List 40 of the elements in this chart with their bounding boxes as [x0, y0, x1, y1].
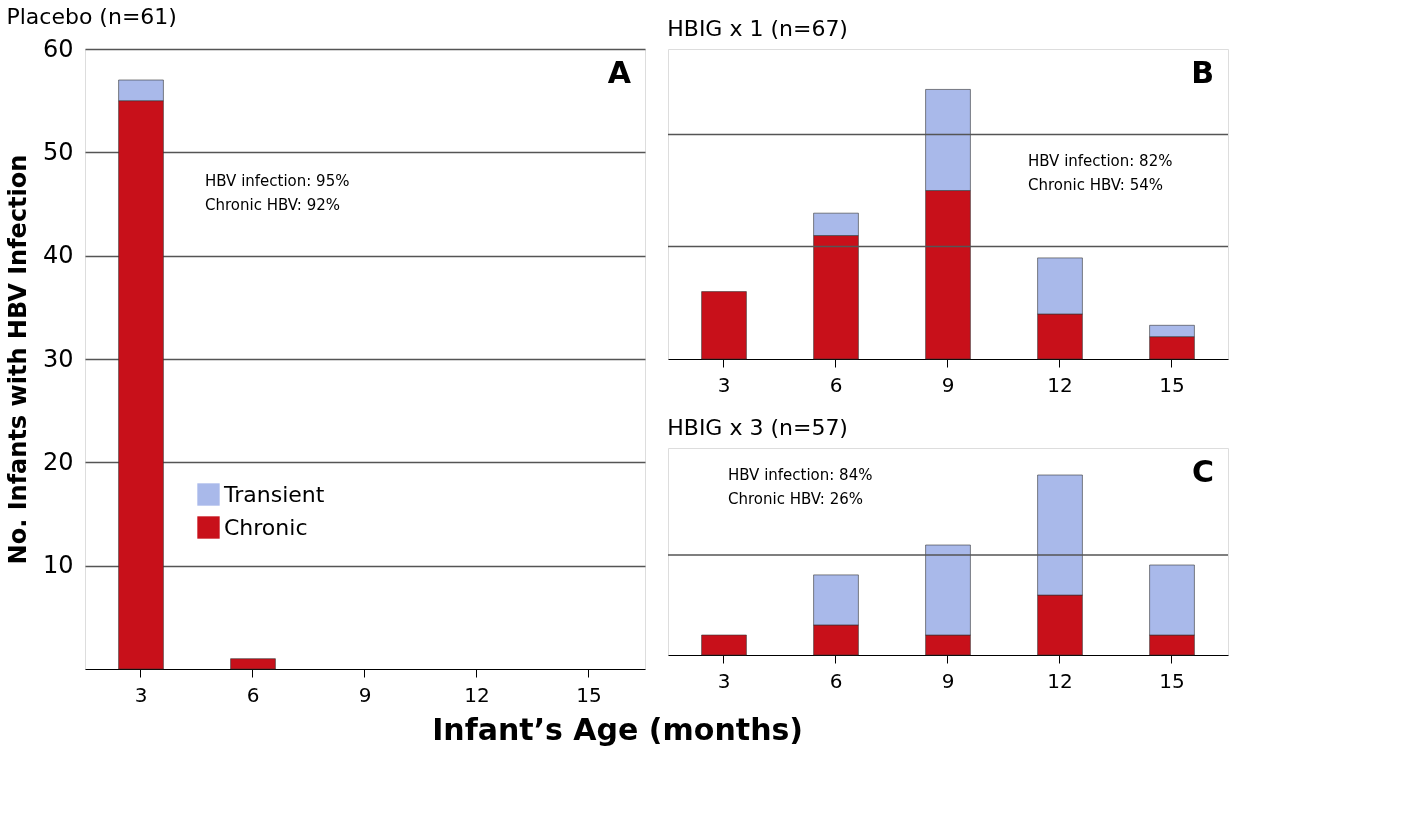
chart-title: HBIG x 1 (n=67) [667, 16, 848, 41]
x-tick-label: 6 [829, 668, 843, 693]
x-tick-label: 6 [829, 372, 843, 397]
legend-label: Transient [223, 481, 325, 507]
x-tick-label: 12 [1047, 668, 1073, 693]
x-tick-label: 12 [1047, 372, 1073, 397]
annotation: C [1191, 454, 1214, 489]
annotation: HBV infection: 84% [728, 466, 873, 484]
bar [230, 658, 276, 670]
annotation: B [1191, 55, 1214, 90]
annotation: Chronic HBV: 92% [205, 196, 340, 214]
x-tick-label: 9 [941, 668, 955, 693]
bar [701, 634, 747, 656]
bar [701, 291, 747, 360]
y-axis-title: No. Infants with HBV Infection [3, 154, 32, 565]
x-tick-label: 3 [717, 372, 731, 397]
y-tick-label: 50 [42, 137, 74, 166]
y-tick-label: 20 [42, 447, 74, 476]
legend-label: Chronic [224, 514, 308, 540]
chart-title: Placebo (n=61) [6, 4, 177, 29]
x-tick-label: 15 [1159, 668, 1185, 693]
chart-title: HBIG x 3 (n=57) [667, 415, 848, 440]
y-tick-label: 10 [42, 551, 74, 580]
y-tick-label: 60 [42, 34, 74, 63]
annotation: A [607, 55, 632, 90]
annotation: HBV infection: 95% [205, 172, 350, 190]
annotation: HBV infection: 82% [1028, 152, 1173, 170]
x-tick-label: 3 [134, 682, 148, 707]
x-tick-label: 15 [576, 682, 602, 707]
x-tick-label: 12 [464, 682, 490, 707]
x-tick-label: 15 [1159, 372, 1185, 397]
annotation: Chronic HBV: 54% [1028, 176, 1163, 194]
y-tick-label: 40 [42, 241, 74, 270]
x-tick-label: 6 [246, 682, 260, 707]
x-tick-label: 9 [941, 372, 955, 397]
x-axis-title: Infant’s Age (months) [432, 711, 804, 747]
y-tick-label: 30 [42, 344, 74, 373]
x-tick-label: 9 [358, 682, 372, 707]
x-tick-label: 3 [717, 668, 731, 693]
annotation: Chronic HBV: 26% [728, 490, 863, 508]
